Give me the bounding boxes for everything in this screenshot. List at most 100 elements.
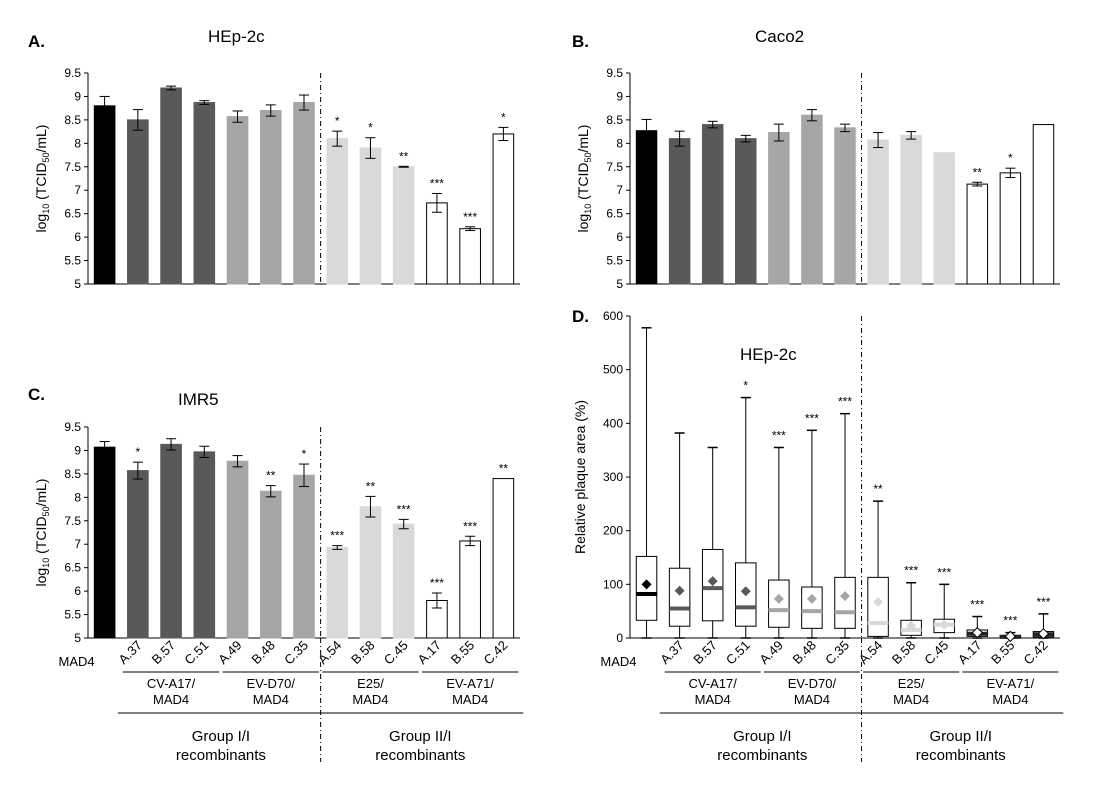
bar-A.37: [127, 119, 149, 285]
significance-mark: ***: [430, 576, 444, 590]
y-tick-label: 5.5: [64, 608, 81, 622]
significance-mark: *: [1008, 151, 1013, 165]
bar-C.45: [392, 166, 415, 285]
y-tick-label: 6.5: [606, 207, 623, 221]
x-label-A.49: A.49: [756, 638, 786, 668]
x-label-B.55: B.55: [448, 638, 478, 668]
panel-title: HEp-2c: [208, 27, 265, 46]
x-label-B.58: B.58: [348, 638, 378, 668]
x-label-A.49: A.49: [215, 638, 245, 668]
bar-A.54: [867, 139, 889, 285]
group-label: recombinants: [717, 747, 807, 764]
significance-mark: **: [873, 482, 883, 496]
x-label-B.48: B.48: [790, 638, 820, 668]
y-tick-label: 7: [616, 183, 623, 197]
bar-C.35: [293, 474, 315, 639]
bar-B.55: [459, 228, 481, 285]
group-label: Group II/I: [930, 728, 993, 745]
mean-marker: [806, 593, 817, 604]
y-tick-label: 9: [74, 443, 81, 457]
box-C.42: ***: [1032, 595, 1055, 640]
y-axis-label-part: 50: [41, 153, 51, 163]
box-A.49: ***: [768, 428, 790, 639]
y-axis-label-part: 10: [583, 204, 593, 214]
y-tick-label: 600: [603, 309, 623, 323]
box-B.58: ***: [900, 564, 922, 639]
panel-c: C. IMR5 5 5.5 6 6.5 7 7.5 8 8.5 9 9.5 log10 (TCID50/…: [28, 385, 520, 645]
subgroup-label: MAD4: [153, 692, 189, 707]
y-tick-label: 7: [74, 537, 81, 551]
panel-letter: B.: [572, 32, 589, 51]
bar-A.17: [966, 183, 989, 285]
y-tick-label: 5: [74, 631, 81, 645]
y-tick-label: 500: [603, 363, 623, 377]
bar-C.42: [492, 478, 515, 639]
panel-b: B. Caco2 5 5.5 6 6.5 7 7.5 8 8.5 9 9.5 log10 (TCID50…: [572, 27, 1060, 291]
y-tick-label: 8: [616, 136, 623, 150]
box-A.37: [668, 432, 691, 639]
mean-marker: [971, 626, 984, 639]
panel-title: Caco2: [755, 27, 804, 46]
y-tick-label: 7.5: [64, 514, 81, 528]
significance-mark: **: [973, 165, 983, 179]
mean-marker: [674, 585, 685, 596]
y-axis-label-part: (TCID: [33, 163, 49, 204]
bar-A.37: [127, 470, 149, 639]
significance-mark: ***: [330, 529, 344, 543]
group-label: Group I/I: [192, 728, 250, 745]
x-label-B.57: B.57: [149, 638, 179, 668]
y-tick-label: 6.5: [64, 207, 81, 221]
x-label-B.58: B.58: [889, 638, 919, 668]
box-iqr: [801, 586, 823, 629]
box-MAD4: [635, 327, 658, 639]
group-label: Group I/I: [733, 728, 791, 745]
y-tick-label: 6: [74, 230, 81, 244]
y-axis-label: log10 (TCID50/mL): [575, 125, 593, 233]
x-label-C.45: C.45: [921, 638, 951, 668]
subgroup-label: MAD4: [452, 692, 488, 707]
bar-A.54: [326, 547, 349, 639]
y-tick-label: 5.5: [606, 254, 623, 268]
y-tick-label: 8.5: [64, 113, 81, 127]
significance-mark: ***: [430, 177, 444, 191]
box-A.17: ***: [966, 598, 989, 639]
x-label-C.35: C.35: [281, 638, 311, 668]
y-axis-label: log10 (TCID50/mL): [33, 125, 51, 233]
x-label-C.42: C.42: [480, 638, 510, 668]
bar-MAD4: [93, 105, 116, 285]
bar-A.49: [768, 132, 790, 285]
bar-B.48: [801, 114, 823, 285]
y-axis-label-part: 10: [41, 558, 51, 568]
panel-d: D. HEp-2c 0 100 200 300 400 500 600 Relative plaq…: [572, 307, 1060, 645]
subgroup-label: MAD4: [695, 692, 731, 707]
subgroup-label: E25/: [357, 676, 384, 691]
y-tick-label: 5.5: [64, 254, 81, 268]
y-tick-label: 6: [74, 584, 81, 598]
bar-C.51: [193, 451, 216, 639]
y-tick-label: 9.5: [606, 66, 623, 80]
bar-B.57: [160, 87, 182, 285]
y-tick-label: 8: [74, 136, 81, 150]
bar-MAD4: [635, 130, 658, 285]
x-label-B.55: B.55: [988, 638, 1018, 668]
significance-mark: *: [136, 445, 141, 459]
y-tick-label: 8.5: [606, 113, 623, 127]
y-tick-label: 9.5: [64, 66, 81, 80]
y-tick-label: 6.5: [64, 561, 81, 575]
bar-A.17: [426, 202, 448, 285]
y-tick-label: 5: [74, 277, 81, 291]
y-axis-label-part: 50: [583, 153, 593, 163]
y-tick-label: 8.5: [64, 467, 81, 481]
significance-mark: ***: [463, 519, 477, 533]
box-B.48: ***: [801, 411, 823, 639]
significance-mark: ***: [937, 565, 951, 579]
group-label: recombinants: [916, 747, 1006, 764]
group-label: Group II/I: [389, 728, 452, 745]
bar-B.55: [999, 172, 1022, 285]
bar-B.58: [900, 134, 922, 285]
bar-A.37: [668, 138, 691, 285]
y-axis-label-part: /mL): [33, 125, 49, 153]
y-axis-label-part: /mL): [33, 479, 49, 507]
bar-B.48: [259, 490, 282, 639]
panel-letter: A.: [28, 32, 45, 51]
